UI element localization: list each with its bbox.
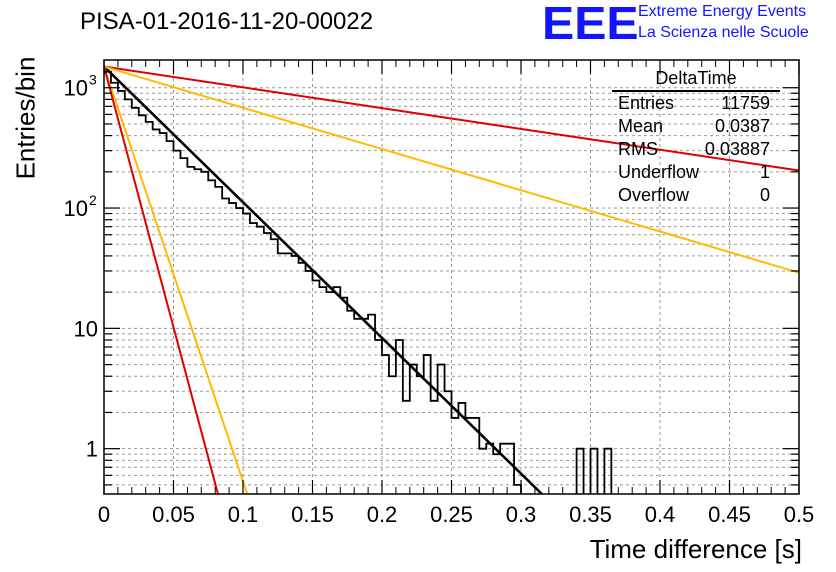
x-tick-label: 0.35 (569, 502, 612, 527)
x-tick-label: 0.1 (228, 502, 259, 527)
x-tick-label: 0.5 (784, 502, 815, 527)
stats-row-rms: RMS 0.03887 (612, 138, 780, 161)
y-axis-label-box: Entries/bin (6, 48, 46, 188)
stats-value: 1 (759, 162, 770, 182)
y-tick-label: 10 (64, 196, 88, 221)
stats-value: 11759 (721, 93, 770, 113)
y-tick-label: 10 (74, 316, 98, 341)
y-tick-exponent: 2 (89, 192, 97, 208)
x-tick-label: 0.25 (430, 502, 473, 527)
x-tick-label: 0.3 (506, 502, 537, 527)
stats-label: Underflow (618, 162, 700, 182)
chart-title: PISA-01-2016-11-20-00022 (80, 8, 374, 35)
chart-series (104, 65, 799, 494)
x-tick-label: 0.4 (645, 502, 676, 527)
x-tick-label: 0.2 (367, 502, 398, 527)
stats-label: RMS (618, 139, 658, 159)
stats-title: DeltaTime (612, 68, 780, 92)
stats-row-overflow: Overflow 0 (612, 184, 780, 207)
stats-value: 0 (759, 185, 770, 205)
bound-line (104, 66, 219, 494)
histogram (104, 70, 613, 494)
x-axis-label: Time difference [s] (589, 534, 802, 564)
stats-label: Overflow (618, 185, 690, 205)
histogram-bin (589, 447, 599, 494)
eee-line-1: Extreme Energy Events (638, 3, 807, 20)
bound-line (104, 66, 249, 494)
histogram-bin (575, 447, 585, 494)
y-tick-label: 1 (86, 437, 98, 462)
y-tick-label: 10 (64, 76, 88, 101)
x-tick-labels: 0 0.05 0.1 0.15 0.2 0.25 0.3 0.35 0.4 0.45 0.5 (98, 502, 814, 527)
fit-line (104, 65, 543, 494)
stats-value: 0.0387 (714, 116, 770, 136)
stats-row-entries: Entries 11759 (612, 92, 780, 115)
eee-logo: EEE (542, 0, 639, 49)
histogram-bin (603, 447, 613, 494)
stats-label: Entries (618, 93, 675, 113)
y-axis-label: Entries/bin (10, 56, 41, 180)
stats-row-mean: Mean 0.0387 (612, 115, 780, 138)
eee-line-2: La Scienza nelle Scuole (638, 24, 809, 41)
x-tick-label: 0.05 (152, 502, 195, 527)
x-tick-label: 0.15 (291, 502, 334, 527)
y-tick-exponent: 3 (89, 72, 97, 88)
histogram-steps (104, 70, 522, 494)
stats-value: 0.03887 (704, 139, 770, 159)
stats-box: DeltaTime Entries 11759 Mean 0.0387 RMS … (612, 68, 780, 207)
x-tick-label: 0 (98, 502, 110, 527)
axis-ticks (103, 60, 800, 494)
stats-label: Mean (618, 116, 664, 136)
bound-line (104, 65, 799, 172)
bound-line (104, 65, 799, 274)
stats-row-underflow: Underflow 1 (612, 161, 780, 184)
x-tick-label: 0.45 (708, 502, 751, 527)
